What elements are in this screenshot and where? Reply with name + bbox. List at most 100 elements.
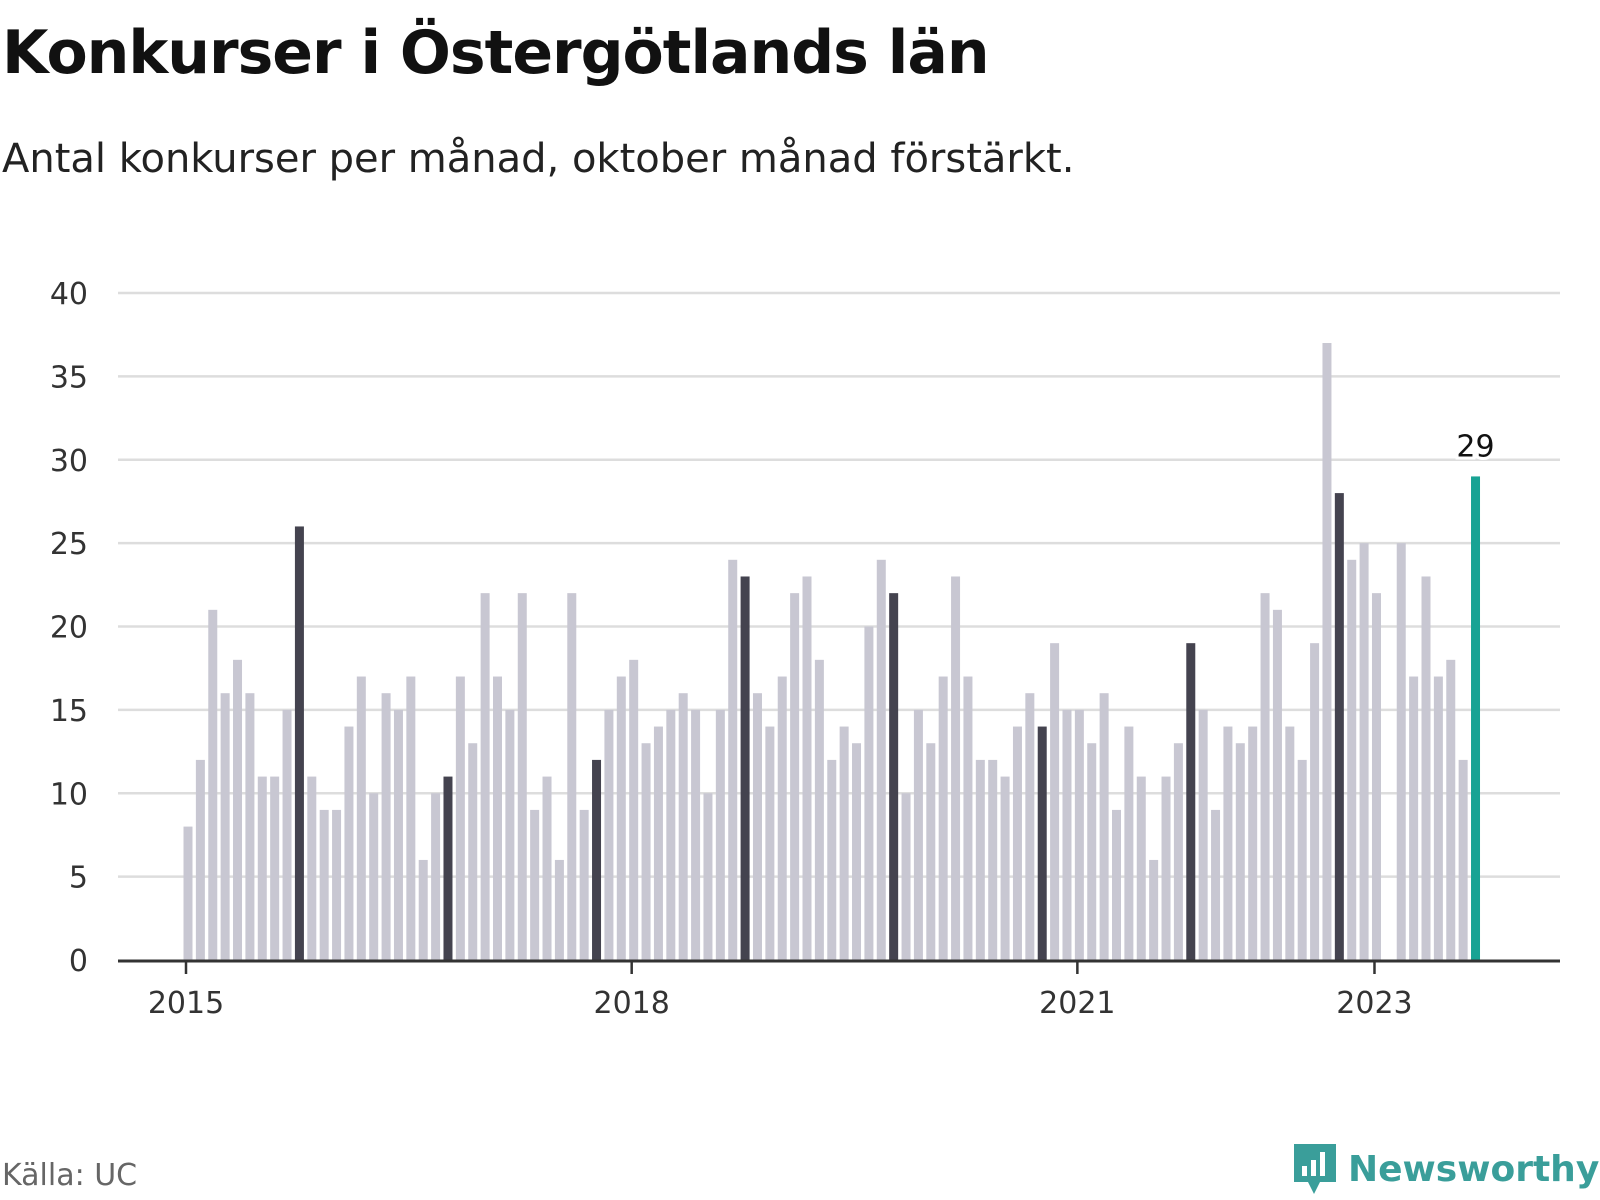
bar — [505, 709, 515, 961]
bar-october — [1186, 643, 1196, 960]
x-tick-label: 2023 — [1336, 986, 1412, 1021]
bar — [839, 726, 849, 960]
y-tick-label: 5 — [69, 861, 88, 896]
bar-october — [740, 576, 750, 960]
bar — [1310, 643, 1320, 960]
bar — [703, 793, 713, 960]
bar — [604, 709, 614, 961]
bar — [901, 793, 911, 960]
bar — [1272, 609, 1282, 960]
bar — [493, 676, 502, 960]
bar — [233, 659, 243, 960]
bar — [963, 676, 973, 960]
bar — [220, 693, 230, 960]
bar — [208, 609, 218, 960]
bar — [1124, 726, 1134, 960]
bar — [678, 693, 688, 960]
y-tick-label: 35 — [50, 360, 88, 395]
bar — [1446, 659, 1456, 960]
brand-name: Newsworthy — [1348, 1148, 1600, 1190]
bar — [381, 693, 391, 960]
bar — [1161, 776, 1171, 960]
brand-logo: Newsworthy — [1290, 1140, 1599, 1198]
y-tick-label: 25 — [50, 527, 88, 562]
bar — [1409, 676, 1419, 960]
bar-october — [294, 526, 304, 960]
bar — [332, 809, 342, 960]
bar — [307, 776, 317, 960]
bar — [393, 709, 403, 961]
chart-subtitle: Antal konkurser per månad, oktober månad… — [2, 136, 1075, 182]
bar — [1000, 776, 1010, 960]
newsworthy-logo-icon — [1294, 1144, 1336, 1194]
bar — [319, 809, 329, 960]
bar — [1062, 709, 1072, 961]
bar-chart: 0 5 10 15 20 25 30 35 40 2015 2018 2021 2023 29 — [50, 277, 1560, 1021]
bar — [344, 726, 354, 960]
bar — [1260, 593, 1270, 960]
bar — [1025, 693, 1035, 960]
bar — [1198, 709, 1208, 961]
bar — [1149, 859, 1159, 960]
bar-latest — [1471, 476, 1481, 960]
bar — [852, 743, 862, 960]
bar — [1012, 726, 1022, 960]
bar-october — [889, 593, 899, 960]
bar — [468, 743, 478, 960]
bar — [1433, 676, 1443, 960]
bar — [245, 693, 255, 960]
bar — [926, 743, 936, 960]
bar — [530, 809, 540, 960]
bar-october — [1037, 726, 1047, 960]
y-tick-label: 20 — [50, 611, 88, 646]
bar — [567, 593, 577, 960]
bar — [1371, 593, 1381, 960]
bar — [641, 743, 651, 960]
bar-october — [443, 776, 453, 960]
bar — [765, 726, 775, 960]
bar — [579, 809, 589, 960]
chart-title: Konkurser i Östergötlands län — [2, 18, 990, 88]
bar — [913, 709, 923, 961]
bar — [542, 776, 552, 960]
bar — [951, 576, 961, 960]
bar — [455, 676, 465, 960]
bar — [270, 776, 280, 960]
bar — [752, 693, 762, 960]
source-note: Källa: UC — [2, 1158, 138, 1193]
bar — [1211, 809, 1221, 960]
bar — [616, 676, 626, 960]
bar — [1359, 543, 1369, 961]
bar — [1223, 726, 1233, 960]
bar — [802, 576, 812, 960]
y-tick-label: 0 — [69, 944, 88, 979]
bar — [480, 593, 490, 960]
bars — [183, 343, 1481, 961]
data-labels: 29 — [1453, 426, 1497, 467]
gridlines: 0 5 10 15 20 25 30 35 40 — [50, 277, 1560, 979]
bar — [1285, 726, 1295, 960]
bar — [629, 659, 639, 960]
bar — [369, 793, 379, 960]
bar-october — [592, 759, 602, 960]
bar — [777, 676, 787, 960]
bar — [517, 593, 527, 960]
axes: 2015 2018 2021 2023 — [118, 959, 1560, 1021]
bar — [554, 859, 564, 960]
bar — [356, 676, 366, 960]
bar — [1322, 343, 1332, 960]
bar — [406, 676, 416, 960]
y-tick-label: 15 — [50, 694, 88, 729]
data-label: 29 — [1456, 429, 1494, 464]
bar — [728, 559, 738, 960]
bar — [666, 709, 676, 961]
bar — [1112, 809, 1121, 960]
bar — [1136, 776, 1146, 960]
y-tick-label: 30 — [50, 444, 88, 479]
bar — [1050, 643, 1060, 960]
bar — [1248, 726, 1258, 960]
bar — [1297, 759, 1307, 960]
bar-october — [1334, 493, 1344, 960]
bar — [1396, 543, 1406, 961]
bar — [1235, 743, 1245, 960]
